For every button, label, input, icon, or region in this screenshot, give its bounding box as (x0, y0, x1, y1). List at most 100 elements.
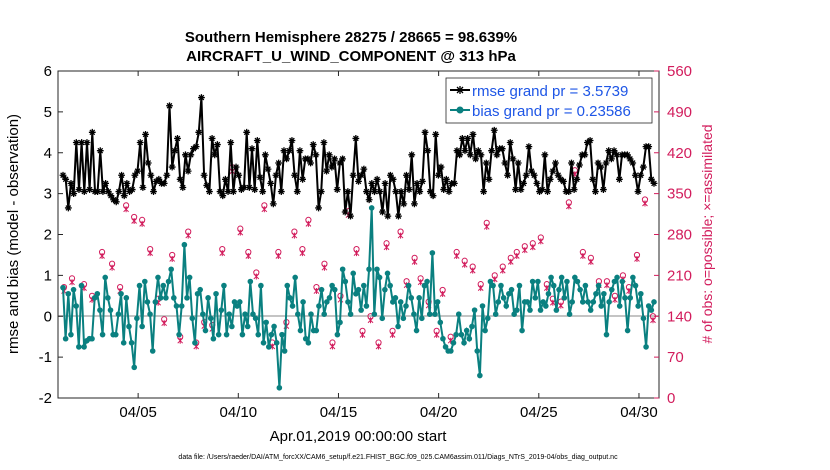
bias-point-216 (630, 274, 636, 281)
rmse-point-130 (405, 186, 413, 193)
obs-marker-19 (219, 245, 226, 257)
bias-point-68 (239, 331, 246, 338)
bias-point-104 (334, 331, 341, 338)
rmse-point-120 (379, 208, 386, 216)
rmse-point-26 (128, 186, 136, 193)
bias-point-33 (147, 311, 153, 318)
bias-point-161 (484, 315, 491, 322)
obs-marker-47 (433, 327, 440, 338)
bias-point-150 (455, 311, 462, 318)
rmse-point-52 (198, 94, 205, 101)
rmse-point-98 (320, 139, 328, 146)
rmse-point-115 (365, 196, 373, 204)
rmse-point-17 (104, 188, 112, 195)
y2-tick-label-4: 280 (667, 227, 692, 244)
obs-marker-10 (147, 245, 154, 257)
rmse-point-31 (142, 130, 149, 138)
bias-point-107 (342, 278, 349, 285)
obs-marker-23 (253, 269, 260, 280)
bias-point-195 (574, 278, 581, 285)
rmse-point-90 (299, 175, 306, 183)
bias-point-154 (466, 335, 473, 342)
bias-point-99 (321, 311, 328, 318)
rmse-point-145 (445, 188, 453, 195)
rmse-point-21 (115, 188, 123, 195)
rmse-point-173 (520, 180, 527, 187)
bias-point-212 (619, 278, 626, 285)
y-axis-label: rmse and bias (model - observation) (5, 114, 22, 354)
bias-point-82 (276, 384, 283, 391)
rmse-point-175 (525, 143, 533, 151)
bias-point-58 (213, 290, 219, 297)
bias-point-218 (635, 303, 641, 309)
bias-point-43 (173, 303, 180, 309)
y2-tick-label-3: 210 (667, 267, 692, 284)
bias-point-134 (413, 327, 420, 334)
rmse-point-203 (600, 186, 607, 193)
rmse-point-117 (371, 188, 378, 195)
obs-marker-41 (389, 327, 396, 338)
rmse-point-183 (546, 175, 554, 183)
obs-marker-5 (108, 260, 116, 271)
rmse-point-126 (395, 212, 402, 220)
legend-bias-marker (456, 106, 464, 114)
bias-point-145 (442, 344, 449, 350)
rmse-point-160 (485, 175, 493, 183)
bias-point-1 (62, 335, 69, 342)
bias-point-152 (461, 340, 467, 346)
rmse-point-79 (269, 200, 277, 208)
rmse-point-46 (182, 151, 189, 159)
obs-marker-21 (237, 225, 244, 236)
rmse-point-151 (461, 147, 469, 155)
rmse-point-221 (647, 175, 655, 183)
obs-marker-4 (98, 248, 106, 260)
bias-point-106 (339, 266, 346, 273)
bias-point-4 (70, 286, 77, 293)
rmse-point-69 (243, 128, 251, 136)
y2-tick-label-1: 70 (667, 349, 684, 366)
obs-marker-31 (313, 283, 320, 295)
bias-point-196 (577, 286, 583, 293)
obs-marker-32 (321, 260, 328, 271)
bias-point-15 (99, 331, 106, 338)
bias-point-70 (244, 323, 251, 330)
bias-point-93 (305, 340, 312, 346)
rmse-point-150 (458, 135, 466, 142)
rmse-point-134 (416, 188, 424, 195)
rmse-point-54 (203, 182, 211, 189)
bias-point-205 (601, 290, 607, 297)
obs-marker-75 (641, 196, 649, 207)
rmse-point-63 (227, 139, 235, 146)
bias-point-209 (611, 278, 618, 285)
rmse-point-123 (387, 171, 394, 179)
x-axis-label: Apr.01,2019 00:00:00 start (270, 428, 448, 445)
obs-marker-8 (131, 213, 138, 224)
chart-title: Southern Hemisphere 28275 / 28665 = 98.6… (185, 29, 517, 46)
rmse-point-186 (554, 171, 562, 179)
bias-point-0 (60, 284, 66, 291)
bias-point-176 (524, 299, 531, 305)
bias-point-12 (91, 295, 98, 301)
rmse-point-196 (581, 151, 589, 159)
rmse-point-13 (94, 188, 102, 195)
rmse-point-3 (67, 180, 75, 187)
bias-point-208 (608, 286, 615, 293)
obs-marker-22 (245, 248, 252, 260)
rmse-point-122 (384, 212, 392, 220)
bias-point-97 (316, 303, 322, 309)
rmse-point-141 (434, 171, 442, 179)
rmse-point-66 (235, 171, 243, 179)
bias-point-5 (73, 303, 79, 309)
bias-point-92 (302, 335, 309, 342)
bias-point-210 (614, 274, 620, 281)
obs-marker-9 (139, 216, 146, 227)
bias-point-141 (432, 311, 438, 318)
rmse-point-33 (147, 171, 155, 179)
bias-point-65 (231, 299, 238, 305)
rmse-point-88 (293, 188, 301, 195)
bias-point-88 (292, 274, 298, 281)
rmse-point-100 (325, 151, 333, 159)
bias-point-224 (651, 299, 657, 305)
bias-point-81 (273, 340, 280, 346)
bias-point-200 (587, 307, 594, 313)
